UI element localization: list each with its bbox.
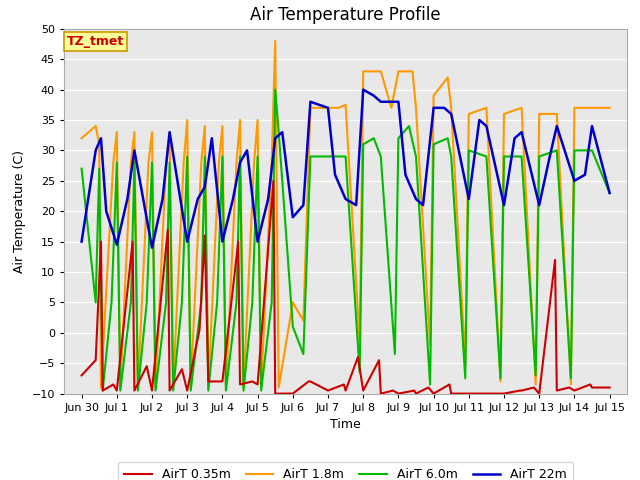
Text: TZ_tmet: TZ_tmet xyxy=(67,35,124,48)
Title: Air Temperature Profile: Air Temperature Profile xyxy=(250,6,441,24)
X-axis label: Time: Time xyxy=(330,418,361,431)
Y-axis label: Air Temperature (C): Air Temperature (C) xyxy=(13,150,26,273)
Legend: AirT 0.35m, AirT 1.8m, AirT 6.0m, AirT 22m: AirT 0.35m, AirT 1.8m, AirT 6.0m, AirT 2… xyxy=(118,462,573,480)
